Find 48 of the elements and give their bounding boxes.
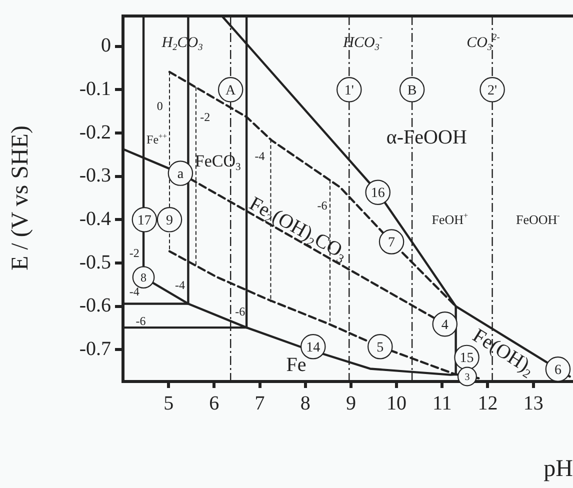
y-tick-label: -0.1 bbox=[79, 78, 111, 100]
x-tick-label: 7 bbox=[254, 392, 265, 414]
annotation: -2 bbox=[200, 110, 210, 124]
x-tick-label: 8 bbox=[300, 392, 310, 414]
y-axis-title: E / (V vs SHE) bbox=[8, 126, 34, 270]
annotation: 0 bbox=[156, 98, 163, 113]
annotation: A bbox=[226, 83, 237, 98]
annotation: B bbox=[407, 83, 417, 98]
annotation: 5 bbox=[376, 340, 384, 356]
x-tick-label: 6 bbox=[209, 392, 220, 414]
annotation: 8 bbox=[140, 270, 147, 284]
y-tick-label: -0.2 bbox=[79, 121, 111, 144]
x-tick-label: 10 bbox=[386, 392, 407, 414]
x-tick-label: 12 bbox=[478, 392, 498, 414]
annotation: FeOOH- bbox=[516, 211, 560, 228]
annotation: 7 bbox=[388, 235, 396, 250]
annotation: 17 bbox=[137, 213, 152, 228]
y-tick-label: -0.7 bbox=[79, 338, 111, 360]
x-tick-label: 5 bbox=[164, 392, 174, 414]
y-tick-label: -0.3 bbox=[79, 164, 111, 187]
x-tick-label: 11 bbox=[432, 392, 452, 414]
y-tick-label: 0 bbox=[101, 34, 111, 57]
y-tick-label: -0.6 bbox=[79, 294, 111, 317]
annotation: -4 bbox=[254, 149, 265, 164]
x-tick-label: 13 bbox=[523, 392, 544, 414]
annotation: a bbox=[177, 166, 184, 182]
annotation: 15 bbox=[460, 351, 474, 366]
annotation: 3 bbox=[464, 372, 470, 384]
x-tick-label: 9 bbox=[346, 392, 356, 414]
annotation: -6 bbox=[317, 198, 328, 213]
annotation: 2' bbox=[488, 83, 498, 98]
annotation: 9 bbox=[166, 213, 174, 228]
y-tick-label: -0.5 bbox=[79, 251, 111, 274]
x-axis-title: pH bbox=[544, 456, 573, 482]
annotation: -2 bbox=[129, 246, 140, 260]
annotation: 6 bbox=[554, 362, 562, 378]
annotation: -6 bbox=[235, 304, 246, 319]
annotation: Fe bbox=[286, 354, 306, 376]
annotation: α-FeOOH bbox=[386, 126, 467, 149]
annotation: 1' bbox=[344, 83, 354, 98]
annotation: -4 bbox=[174, 278, 185, 292]
annotation: 14 bbox=[306, 340, 320, 356]
annotation: FeOH+ bbox=[432, 211, 469, 228]
annotation: 16 bbox=[370, 186, 385, 202]
y-tick-label: -0.4 bbox=[79, 208, 111, 230]
annotation: -6 bbox=[136, 314, 146, 328]
annotation: -4 bbox=[129, 284, 140, 298]
annotation: 4 bbox=[441, 318, 448, 333]
